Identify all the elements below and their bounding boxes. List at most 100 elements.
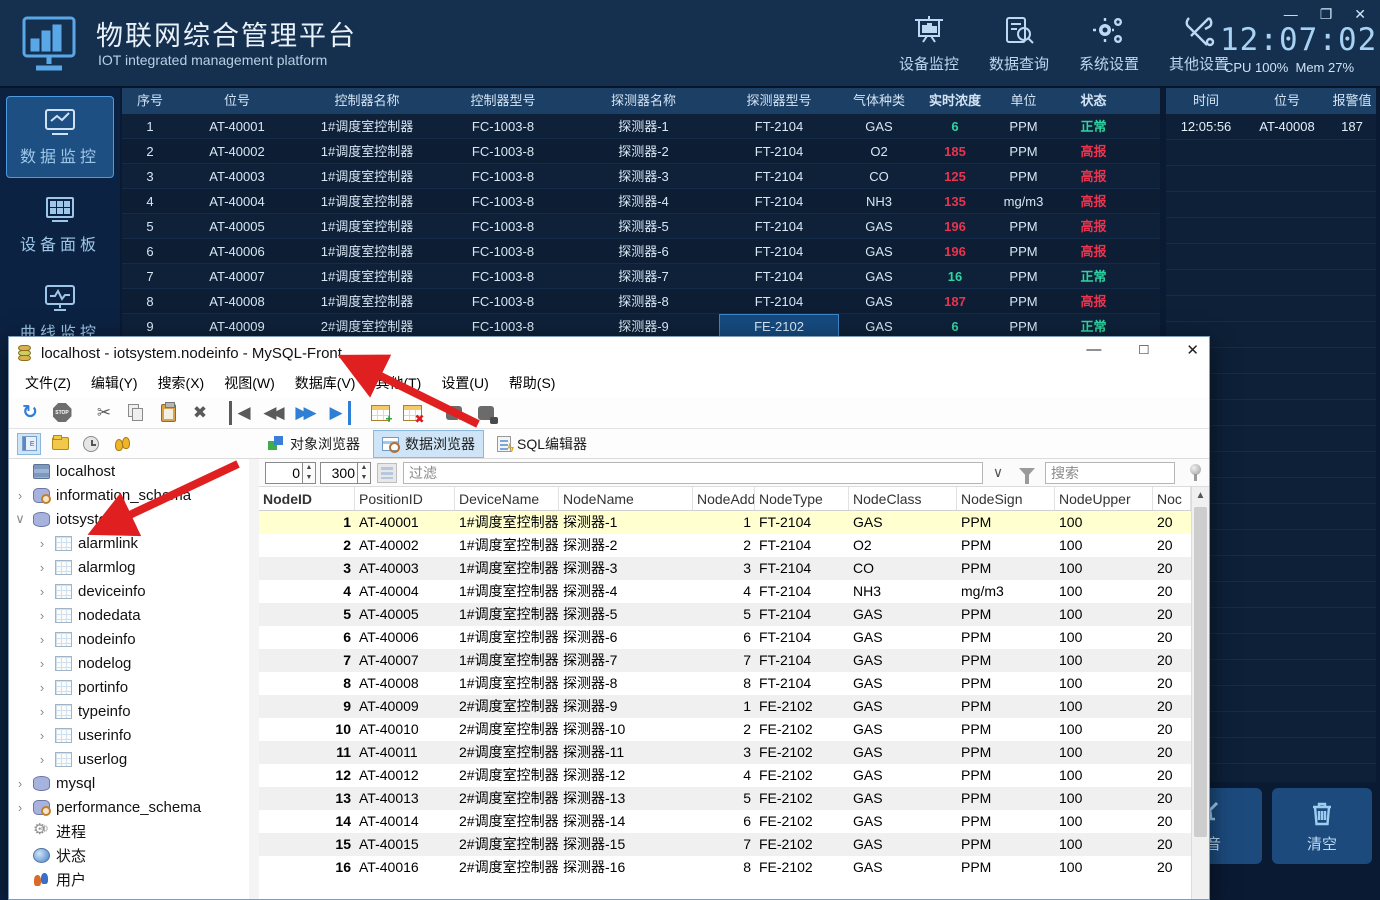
expander-icon[interactable]: › [39,535,45,551]
first-record-icon[interactable]: ◀ [229,400,255,425]
tree-item[interactable]: › portinfo [9,675,258,699]
tab-sql-editor[interactable]: SQL编辑器 [488,430,596,458]
tree-item[interactable]: › nodelog [9,651,258,675]
nav-system-settings-button[interactable]: 系统设置 [1066,6,1152,82]
grid-row[interactable]: 4 AT-40004 1#调度室控制器 探测器-4 4 FT-2104 NH3 … [259,580,1191,603]
tree-item[interactable]: 进程 [9,819,258,843]
search-lamp-icon[interactable] [1187,463,1205,482]
menu-item[interactable]: 视图(W) [224,375,275,391]
offset-spinner[interactable]: ▲▼ [265,461,316,484]
win-close-button[interactable]: ✕ [1186,342,1199,359]
grid-row[interactable]: 3 AT-40003 1#调度室控制器 探测器-3 3 FT-2104 CO P… [259,557,1191,580]
app-close-button[interactable]: ✕ [1354,6,1366,22]
cell-detector-model[interactable]: FT-2104 [754,219,804,234]
limit-spinner[interactable]: ▲▼ [320,461,371,484]
tab-object-browser[interactable]: 对象浏览器 [259,430,369,458]
nav-other-settings-button[interactable]: 其他设置 [1156,6,1242,82]
cell-detector-model[interactable]: FT-2104 [754,144,804,159]
menu-item[interactable]: 设置(U) [441,375,489,391]
tree-item[interactable]: › userlog [9,747,258,771]
copy-icon[interactable] [123,401,149,425]
cell-detector-model[interactable]: FT-2104 [754,294,804,309]
expander-icon[interactable]: › [39,751,45,767]
grid-row[interactable]: 10 AT-40010 2#调度室控制器 探测器-10 2 FE-2102 GA… [259,718,1191,741]
last-record-icon[interactable]: ▶ [325,400,351,425]
grid-row[interactable]: 14 AT-40014 2#调度室控制器 探测器-14 6 FE-2102 GA… [259,810,1191,833]
col-header[interactable]: NodeUpper [1055,487,1153,510]
grid-row[interactable]: 13 AT-40013 2#调度室控制器 探测器-13 5 FE-2102 GA… [259,787,1191,810]
grid-row[interactable]: 16 AT-40016 2#调度室控制器 探测器-16 8 FE-2102 GA… [259,856,1191,879]
expander-icon[interactable]: › [17,799,23,815]
table-row[interactable]: 7 AT-40007 1#调度室控制器 FC-1003-8 探测器-7 FT-2… [122,264,1160,289]
tree-item[interactable]: › alarmlink [9,531,258,555]
col-header[interactable]: NodeSign [957,487,1055,510]
cell-detector-model[interactable]: FT-2104 [754,194,804,209]
menu-item[interactable]: 帮助(S) [508,375,556,391]
tree-view-toggle[interactable]: E [17,432,41,455]
tab-data-browser[interactable]: 数据浏览器 [373,429,484,458]
window-titlebar[interactable]: localhost - iotsystem.nodeinfo - MySQL-F… [9,337,1209,369]
delete-row-icon[interactable]: ✖ [399,401,425,425]
tree-item[interactable]: › userinfo [9,723,258,747]
tree-item[interactable]: › mysql [9,771,258,795]
cut-icon[interactable]: ✂ [96,402,112,422]
insert-row-icon[interactable]: + [367,401,393,425]
scroll-up-arrow[interactable]: ▲ [1195,490,1206,501]
table-row[interactable]: 4 AT-40004 1#调度室控制器 FC-1003-8 探测器-4 FT-2… [122,189,1160,214]
expander-icon[interactable]: › [39,727,45,743]
clear-button[interactable]: 清空 [1272,788,1372,864]
grid-row[interactable]: 6 AT-40006 1#调度室控制器 探测器-6 6 FT-2104 GAS … [259,626,1191,649]
cell-detector-model[interactable]: FE-2102 [719,314,839,338]
grid-row[interactable]: 15 AT-40015 2#调度室控制器 探测器-15 7 FE-2102 GA… [259,833,1191,856]
col-header[interactable]: Noc [1153,487,1191,510]
funnel-icon[interactable] [1019,468,1035,484]
grid-row[interactable]: 9 AT-40009 2#调度室控制器 探测器-9 1 FE-2102 GAS … [259,695,1191,718]
tree-item[interactable]: › information_schema [9,483,258,507]
next-record-icon[interactable]: ▶▶ [295,402,316,422]
menu-item[interactable]: 其他(T) [375,375,422,391]
table-row[interactable]: 5 AT-40005 1#调度室控制器 FC-1003-8 探测器-5 FT-2… [122,214,1160,239]
cell-detector-model[interactable]: FT-2104 [754,169,804,184]
offset-input[interactable] [265,461,303,484]
export-icon[interactable] [377,462,397,483]
col-header[interactable]: NodeClass [849,487,957,510]
expander-icon[interactable]: › [17,775,23,791]
grid-row[interactable]: 12 AT-40012 2#调度室控制器 探测器-12 4 FE-2102 GA… [259,764,1191,787]
scrollbar-thumb[interactable] [1194,507,1207,837]
sidebar-item-device-panel[interactable]: 设备面板 [6,184,114,266]
post-changes-icon[interactable] [441,401,467,425]
nav-data-query-button[interactable]: 数据查询 [976,6,1062,82]
col-header[interactable]: PositionID [355,487,455,510]
bookmarks-icon[interactable] [110,433,134,455]
sidebar-item-data-monitor[interactable]: 数据监控 [6,96,114,178]
filter-input[interactable]: 过滤 [403,461,983,484]
tree-item[interactable]: › alarmlog [9,555,258,579]
grid-row[interactable]: 1 AT-40001 1#调度室控制器 探测器-1 1 FT-2104 GAS … [259,511,1191,534]
cell-detector-model[interactable]: FT-2104 [754,119,804,134]
expander-icon[interactable]: › [39,679,45,695]
alarm-row[interactable]: 12:05:56 AT-40008 187 [1166,114,1376,140]
tree-item[interactable]: › deviceinfo [9,579,258,603]
search-input[interactable]: 搜索 [1045,461,1175,484]
expander-icon[interactable]: › [39,655,45,671]
grid-row[interactable]: 7 AT-40007 1#调度室控制器 探测器-7 7 FT-2104 GAS … [259,649,1191,672]
cell-detector-model[interactable]: FT-2104 [754,244,804,259]
menu-item[interactable]: 数据库(V) [294,375,356,391]
cell-detector-model[interactable]: FT-2104 [754,269,804,284]
expander-icon[interactable]: ∨ [15,511,25,526]
grid-row[interactable]: 11 AT-40011 2#调度室控制器 探测器-11 3 FE-2102 GA… [259,741,1191,764]
col-header[interactable]: DeviceName [455,487,559,510]
tree-item[interactable]: ∨ iotsystem [9,507,258,531]
app-minimize-button[interactable]: — [1283,6,1298,22]
table-row[interactable]: 1 AT-40001 1#调度室控制器 FC-1003-8 探测器-1 FT-2… [122,114,1160,139]
delete-icon[interactable]: ✖ [192,402,208,422]
refresh-icon[interactable]: ↻ [22,402,38,423]
table-row[interactable]: 6 AT-40006 1#调度室控制器 FC-1003-8 探测器-6 FT-2… [122,239,1160,264]
menu-item[interactable]: 文件(Z) [25,375,71,391]
grid-row[interactable]: 8 AT-40008 1#调度室控制器 探测器-8 8 FT-2104 GAS … [259,672,1191,695]
menu-item[interactable]: 编辑(Y) [90,375,138,391]
col-header[interactable]: NodeName [559,487,693,510]
folders-icon[interactable] [48,433,72,455]
expander-icon[interactable]: › [39,631,45,647]
tree-scrollbar[interactable] [249,459,259,899]
